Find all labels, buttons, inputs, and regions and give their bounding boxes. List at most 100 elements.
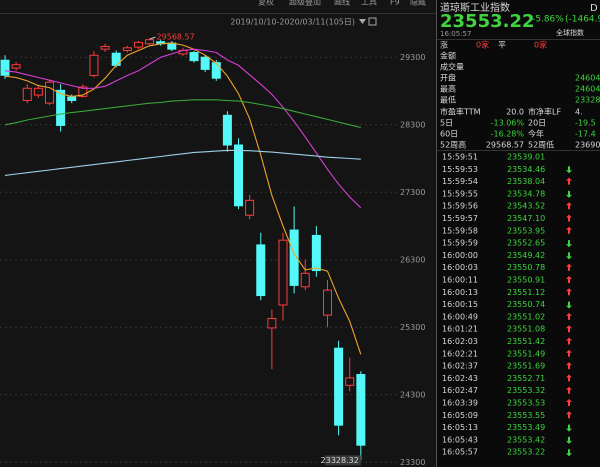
tick-time: 15:59:54: [442, 177, 478, 186]
toolbar-button[interactable]: 工具: [361, 0, 377, 7]
candle-body: [267, 317, 277, 329]
toolbar-button[interactable]: 复权: [258, 0, 274, 7]
candle-body: [334, 347, 344, 426]
stat-cell: 金额: [440, 51, 456, 61]
moving-average: [4, 42, 362, 355]
stock-name: 道琼斯工业指数: [440, 1, 510, 14]
arrow-up: [566, 411, 572, 419]
tick-time: 16:00:15: [442, 300, 478, 309]
candle-body: [356, 374, 366, 446]
arrow-up: [566, 263, 572, 271]
candle-body: [122, 47, 132, 52]
tick-time: 15:59:51: [442, 153, 478, 162]
stat-cell: -19.5: [575, 119, 596, 128]
candle-body: [67, 96, 77, 101]
candle-body: [11, 64, 21, 69]
low-label-box: [324, 455, 361, 466]
tick-price: 23551.69: [507, 362, 545, 371]
y-tick-label: 27300: [400, 188, 425, 197]
tick-price: 23553.53: [507, 399, 545, 408]
tick-time: 15:59:56: [442, 202, 478, 211]
stat-cell: 最高: [440, 84, 456, 94]
candle-body: [256, 244, 266, 297]
arrow-up: [566, 399, 572, 406]
arrow-up: [566, 325, 572, 333]
tick-time: 15:59:55: [442, 189, 478, 198]
tick-time: 16:05:13: [442, 423, 478, 432]
tick-time: 16:05:09: [442, 411, 478, 420]
quote-time: 16:05:57: [440, 30, 471, 38]
arrow-up: [566, 337, 572, 345]
stat-cell: 60日: [440, 130, 458, 139]
moving-average: [4, 149, 361, 176]
arrow-up: [566, 312, 572, 320]
tick-price: 23547.10: [507, 214, 545, 223]
tick-price: 23553.32: [507, 386, 545, 395]
candle-body: [56, 89, 66, 126]
change-pct: -5.86%: [532, 15, 564, 25]
price: 23553.22: [440, 11, 535, 32]
arrow-down: [566, 166, 572, 174]
tick-price: 23538.04: [507, 177, 545, 186]
candle-body: [89, 54, 99, 76]
tick-time: 16:02:21: [442, 349, 478, 358]
candle-body: [211, 62, 221, 79]
stat-cell: -16.28%: [491, 130, 525, 139]
moving-average: [4, 99, 361, 129]
y-tick-label: 25300: [400, 323, 425, 332]
tick-time: 16:00:11: [442, 276, 478, 285]
tick-price: 23551.08: [507, 325, 545, 334]
tick-time: 16:02:43: [442, 374, 478, 383]
stat-cell: 24604.: [575, 85, 600, 94]
candle-body: [133, 41, 143, 48]
stat-cell: -13.06%: [491, 119, 525, 128]
tick-price: 23551.42: [507, 337, 545, 346]
settings-icon[interactable]: [368, 17, 377, 26]
tick-price: 23550.91: [507, 276, 545, 285]
tick-time: 16:03:39: [442, 399, 478, 408]
tick-time: 16:00:00: [442, 251, 478, 260]
y-tick-label: 26300: [400, 255, 425, 264]
stat-cell: 最低: [440, 95, 456, 105]
candle-body: [22, 87, 32, 101]
tick-time: 15:59:58: [442, 226, 478, 235]
candle-body: [0, 59, 10, 76]
tick-time: 16:01:21: [442, 325, 478, 334]
toolbar-button[interactable]: F9: [390, 0, 400, 7]
stat-cell: 平: [498, 41, 506, 50]
tick-price: 23552.65: [507, 239, 545, 248]
candle-body: [222, 114, 232, 146]
tick-price: 23552.71: [507, 374, 545, 383]
candle-body: [289, 229, 299, 286]
dropdown-icon[interactable]: [359, 19, 366, 24]
candle-body: [311, 234, 321, 272]
index-tag: 全球指数: [556, 28, 584, 37]
stat-cell: 23690.3: [575, 141, 600, 150]
toolbar-button[interactable]: 隐藏: [410, 0, 426, 7]
candle-body: [200, 56, 210, 70]
arrow-up: [566, 214, 572, 222]
stat-cell: 0家: [534, 40, 547, 50]
candle-body: [345, 377, 355, 386]
arrow-up: [566, 177, 572, 185]
stat-cell: 4.: [575, 108, 583, 117]
candle-body: [33, 87, 43, 96]
tick-price: 23553.42: [507, 435, 545, 444]
tick-time: 15:59:57: [442, 214, 478, 223]
candle-body: [278, 239, 288, 306]
toolbar-button[interactable]: 超级叠加: [289, 0, 321, 7]
stat-cell: 涨: [440, 40, 448, 50]
tick-time: 16:02:47: [442, 386, 478, 395]
arrow-up: [566, 276, 572, 283]
moving-average: [4, 48, 362, 209]
stat-cell: 市盈率TTM: [440, 107, 481, 117]
y-tick-label: 29300: [400, 53, 425, 62]
arrow-up: [566, 374, 572, 382]
tick-price: 23553.22: [507, 448, 545, 457]
tick-time: 15:59:59: [442, 239, 478, 248]
tick-price: 23550.74: [507, 300, 545, 309]
stock-code: D: [590, 3, 598, 14]
toolbar-button[interactable]: 画线: [334, 0, 350, 7]
stat-cell: 0家: [476, 40, 489, 50]
tick-price: 23539.01: [507, 153, 545, 162]
